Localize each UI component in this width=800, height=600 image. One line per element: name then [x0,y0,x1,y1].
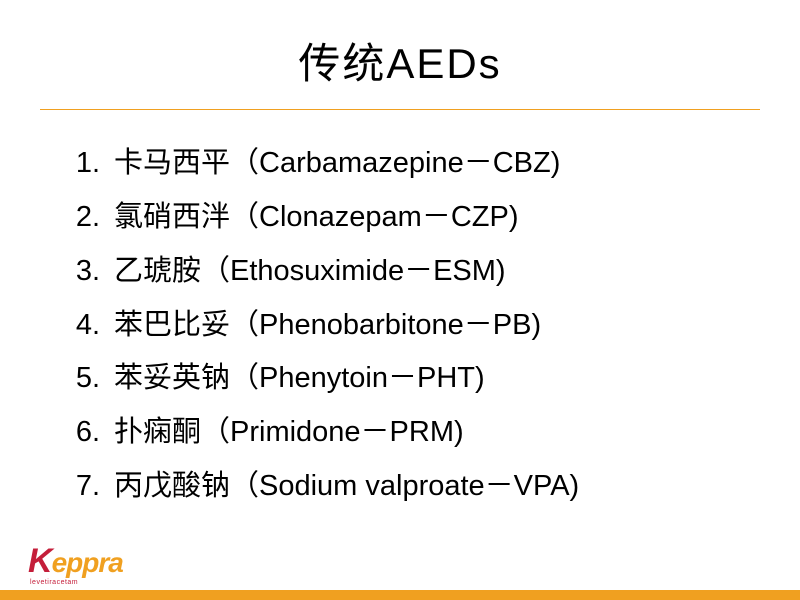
list-item: 1. 卡马西平（Carbamazepine－CBZ) [60,140,760,188]
list-item: 7. 丙戊酸钠（Sodium valproate－VPA) [60,463,760,511]
item-number: 5. [60,355,100,403]
item-text: 丙戊酸钠（Sodium valproate－VPA) [114,470,579,502]
item-text: 苯巴比妥（Phenobarbitone－PB) [114,309,541,341]
item-number: 2. [60,194,100,242]
list-item: 4. 苯巴比妥（Phenobarbitone－PB) [60,302,760,350]
list-item: 6. 扑痫酮（Primidone－PRM) [60,409,760,457]
brand-logo: Keppra levetiracetam [28,544,123,586]
item-number: 7. [60,463,100,511]
item-number: 3. [60,248,100,296]
item-text: 氯硝西泮（Clonazepam－CZP) [114,201,518,233]
slide-title: 传统AEDs [40,30,760,91]
item-text: 苯妥英钠（Phenytoin－PHT) [114,362,485,394]
item-text: 卡马西平（Carbamazepine－CBZ) [114,147,560,179]
list-item: 3. 乙琥胺（Ethosuximide－ESM) [60,248,760,296]
bottom-accent-bar [0,590,800,600]
logo-rest-letters: eppra [52,547,123,578]
list-item: 5. 苯妥英钠（Phenytoin－PHT) [60,355,760,403]
logo-subtitle: levetiracetam [30,579,78,586]
slide-container: 传统AEDs 1. 卡马西平（Carbamazepine－CBZ) 2. 氯硝西泮（… [0,0,800,600]
item-text: 乙琥胺（Ethosuximide－ESM) [114,255,506,287]
logo-k-letter: K [28,542,52,580]
list-item: 2. 氯硝西泮（Clonazepam－CZP) [60,194,760,242]
title-divider [40,109,760,110]
item-number: 1. [60,140,100,188]
drug-list: 1. 卡马西平（Carbamazepine－CBZ) 2. 氯硝西泮（Clonaze… [40,140,760,511]
item-number: 6. [60,409,100,457]
item-text: 扑痫酮（Primidone－PRM) [114,416,464,448]
logo-text: Keppra [28,544,123,578]
item-number: 4. [60,302,100,350]
